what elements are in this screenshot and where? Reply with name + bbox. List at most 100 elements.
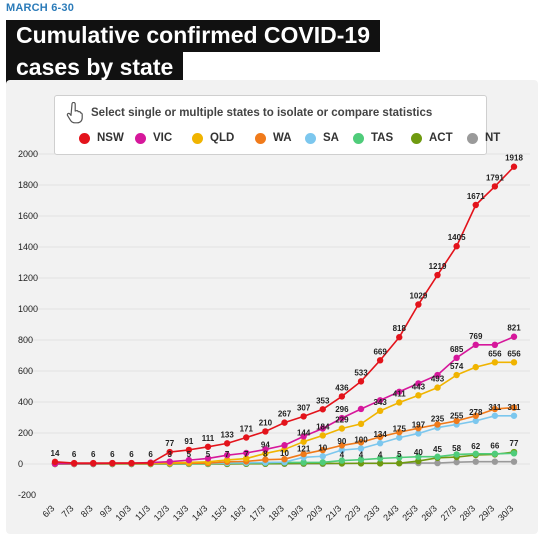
data-point-sa [491,412,499,419]
x-tick-label: 8/3 [79,503,95,519]
x-tick-label: 25/3 [400,503,419,522]
chart-title: Cumulative confirmed COVID-19 cases by s… [6,20,546,84]
data-point-wa [415,424,422,432]
data-label-qld: 656 [488,349,502,358]
data-point-vic [357,405,365,413]
data-point-tas [396,454,403,461]
legend-item-wa[interactable]: WA [255,132,292,144]
data-label-nsw: 267 [278,410,292,419]
legend-item-qld[interactable]: QLD [192,132,234,144]
data-label-act: 45 [433,445,442,454]
x-tick-label: 6/3 [40,503,56,519]
y-tick-label: 1400 [18,242,38,252]
y-tick-label: 200 [18,428,33,438]
x-tick-label: 18/3 [266,503,285,522]
y-tick-label: 1800 [18,180,38,190]
data-point-vic [491,341,499,349]
data-point-wa [453,417,460,425]
data-label-sa: 134 [373,430,387,439]
legend-item-vic[interactable]: VIC [135,132,172,144]
data-label-nsw: 1918 [505,154,523,163]
data-point-nsw [338,393,346,400]
chart-title-line-2: cases by state [6,52,184,84]
x-tick-label: 21/3 [324,503,343,522]
data-label-qld: 229 [335,416,349,425]
data-point-nsw [109,459,116,467]
chart-kicker: MARCH 6-30 [6,2,75,14]
data-label-act: 62 [471,442,480,451]
data-point-nsw [453,243,460,250]
data-point-qld [223,456,231,464]
data-point-wa [491,405,499,413]
data-label-qld: 411 [393,389,406,398]
data-point-tas [453,451,460,458]
data-label-nsw: 6 [148,450,153,459]
data-point-wa [472,412,479,419]
data-label-qld: 656 [507,349,521,358]
y-tick-label: 600 [18,366,33,376]
data-point-sa [338,446,346,454]
data-point-wa [338,442,346,449]
y-tick-label: 1200 [18,273,38,283]
x-tick-label: 17/3 [247,503,266,522]
data-point-wa [510,404,518,411]
legend-swatch [135,132,146,144]
data-label-vic: 685 [450,345,464,354]
x-tick-label: 24/3 [381,503,400,522]
data-label-sa: 3 [168,450,173,459]
data-point-tas [300,459,307,466]
data-point-sa [376,440,384,447]
legend-item-nt[interactable]: NT [467,132,500,144]
data-label-nsw: 818 [393,324,407,333]
data-point-wa [262,456,269,463]
y-tick-label: 0 [18,459,23,469]
x-tick-label: 30/3 [496,503,515,522]
data-point-nt [472,458,479,465]
data-point-sa [319,453,326,460]
data-label-nsw: 669 [373,347,387,356]
x-tick-label: 15/3 [209,503,228,522]
data-label-act: 58 [452,444,461,453]
data-label-sa: 10 [318,443,327,452]
data-point-qld [491,359,499,366]
data-point-nsw [319,406,326,413]
legend-item-nsw[interactable]: NSW [79,132,124,144]
legend-item-tas[interactable]: TAS [353,132,393,144]
data-point-wa [281,455,288,463]
data-point-tas [338,457,346,464]
data-label-sa: 7 [225,450,230,459]
data-label-sa: 255 [450,411,464,420]
data-point-qld [472,363,479,371]
legend-swatch [255,132,266,144]
legend-label: QLD [210,132,235,144]
data-point-tas [357,456,365,463]
data-label-sa: 311 [508,403,521,412]
data-label-nsw: 6 [129,450,134,459]
legend-label: NT [485,132,501,144]
data-point-tas [491,450,499,457]
y-tick-label: 1600 [18,211,38,221]
data-label-nsw: 6 [72,450,77,459]
x-tick-label: 28/3 [458,503,477,522]
data-point-vic [281,442,288,449]
legend-label: WA [273,132,292,144]
data-point-sa [510,412,518,419]
x-tick-label: 13/3 [171,503,190,522]
legend-item-sa[interactable]: SA [305,132,339,144]
data-label-act: 4 [378,450,383,459]
data-point-act [396,460,403,467]
legend-label: VIC [153,132,173,144]
data-label-sa: 197 [412,420,426,429]
data-point-vic [243,449,250,457]
legend-hint: Select single or multiple states to isol… [91,107,433,119]
data-label-nsw: 133 [220,430,234,439]
legend-item-act[interactable]: ACT [411,132,453,144]
data-label-qld: 343 [373,398,387,407]
legend-swatch [411,132,422,144]
legend-label: NSW [97,132,124,144]
chart-panel [6,80,538,534]
data-label-act: 77 [510,439,519,448]
x-tick-label: 23/3 [362,503,381,522]
data-point-vic [204,455,212,462]
